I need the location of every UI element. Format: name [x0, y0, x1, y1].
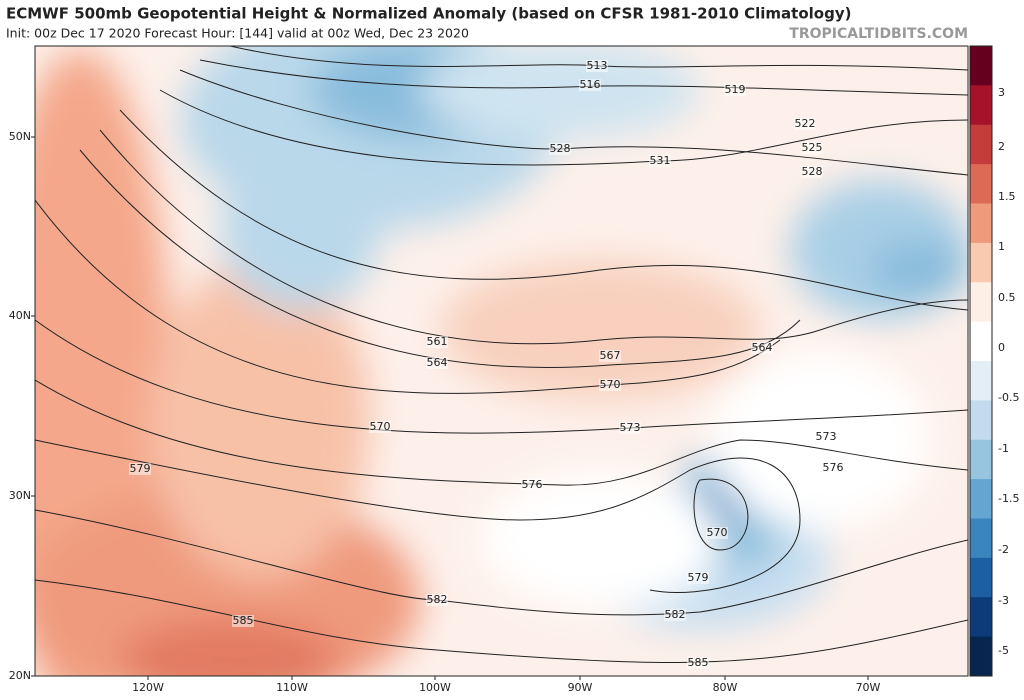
lat-label: 50N: [9, 130, 31, 143]
contour-label-bg: [687, 572, 709, 584]
colorbar-label: -2: [998, 543, 1009, 556]
contour-label: 564: [752, 341, 773, 354]
contour-label-bg: [426, 594, 448, 606]
colorbar-segment: [970, 282, 992, 323]
colorbar-segment: [970, 164, 992, 204]
contour-label: 522: [795, 117, 816, 130]
source: TROPICALTIDBITS.COM: [789, 26, 968, 42]
colorbar-segment: [970, 242, 992, 283]
contour-label: 525: [802, 141, 823, 154]
contour-label: 573: [620, 421, 641, 434]
contour-label-bg: [129, 463, 151, 475]
colorbar-segment: [970, 479, 992, 519]
contour-label: 570: [370, 420, 391, 433]
lon-label: 100W: [419, 681, 451, 694]
lat-label: 40N: [9, 309, 31, 322]
contour-label: 567: [600, 349, 621, 362]
contour-label-bg: [724, 84, 746, 96]
contour-label-bg: [706, 527, 728, 539]
contour-label-bg: [649, 155, 671, 167]
lon-label: 90W: [568, 681, 593, 694]
contour-label-bg: [801, 166, 823, 178]
subtitle: Init: 00z Dec 17 2020 Forecast Hour: [14…: [6, 26, 469, 41]
colorbar-segment: [970, 361, 992, 401]
contour-label: 576: [823, 461, 844, 474]
contour-label-bg: [664, 609, 686, 621]
lat-label: 20N: [9, 669, 31, 682]
colorbar-label: -5: [998, 644, 1009, 657]
contour-label: 519: [725, 83, 746, 96]
colorbar-segment: [970, 439, 992, 480]
contour-label: 564: [427, 356, 448, 369]
colorbar-segment: [970, 203, 992, 244]
contour-label-bg: [586, 60, 608, 72]
contour-label: 528: [550, 142, 571, 155]
contour-label: 579: [688, 571, 709, 584]
contour-label-bg: [232, 615, 254, 627]
lon-label: 80W: [713, 681, 738, 694]
contour-label-bg: [599, 350, 621, 362]
colorbar-label: -1: [998, 442, 1009, 455]
contour-label-bg: [579, 79, 601, 91]
contour-label-bg: [822, 462, 844, 474]
contour-label: 585: [688, 656, 709, 669]
contour-label: 513: [587, 59, 608, 72]
colorbar-label: -0.5: [998, 391, 1019, 404]
contour-label: 570: [707, 526, 728, 539]
contour-label: 573: [816, 430, 837, 443]
map: [35, 46, 968, 676]
lon-label: 110W: [276, 681, 308, 694]
colorbar-segment: [970, 46, 992, 86]
colorbar-segment: [970, 636, 992, 677]
contour-label-bg: [794, 118, 816, 130]
colorbar-label: -1.5: [998, 492, 1019, 505]
colorbar-label: 1: [998, 240, 1005, 253]
colorbar-segment: [970, 124, 992, 165]
contour-label: 531: [650, 154, 671, 167]
contour-label: 579: [130, 462, 151, 475]
colorbar-segment: [970, 518, 992, 559]
colorbar: 3 2 1.5 1 0.5 0 -0.5 -1 -1.5 -2 -3 -5: [969, 45, 1019, 677]
colorbar-label: 0: [998, 341, 1005, 354]
contour-label: 582: [427, 593, 448, 606]
contour-label-bg: [369, 421, 391, 433]
contour-label: 582: [665, 608, 686, 621]
contour-label: 576: [522, 478, 543, 491]
contour-label-bg: [549, 143, 571, 155]
contour-label-bg: [687, 657, 709, 669]
contour-label-bg: [426, 357, 448, 369]
contour-label-bg: [426, 336, 448, 348]
contour-label-bg: [599, 379, 621, 391]
contour-label: 561: [427, 335, 448, 348]
colorbar-label: 2: [998, 140, 1005, 153]
lon-label: 70W: [856, 681, 881, 694]
contour-label-bg: [815, 431, 837, 443]
contour-label: 585: [233, 614, 254, 627]
colorbar-segment: [970, 597, 992, 638]
map-frame: [34, 45, 969, 677]
contour-label-bg: [751, 342, 773, 354]
contour-label-bg: [521, 479, 543, 491]
colorbar-label: 1.5: [998, 190, 1016, 203]
title: ECMWF 500mb Geopotential Height & Normal…: [6, 5, 851, 23]
contour-label: 528: [802, 165, 823, 178]
colorbar-segment: [970, 557, 992, 598]
contour-label: 516: [580, 78, 601, 91]
colorbar-segment: [970, 321, 992, 362]
colorbar-label: -3: [998, 594, 1009, 607]
colorbar-label: 3: [998, 86, 1005, 99]
contour-label-bg: [801, 142, 823, 154]
lat-label: 30N: [9, 489, 31, 502]
colorbar-segment: [970, 85, 992, 126]
colorbar-label: 0.5: [998, 291, 1016, 304]
contour-label: 570: [600, 378, 621, 391]
lon-label: 120W: [132, 681, 164, 694]
colorbar-segment: [970, 400, 992, 441]
colorbar-frame: [969, 45, 993, 677]
contour-label-bg: [619, 422, 641, 434]
